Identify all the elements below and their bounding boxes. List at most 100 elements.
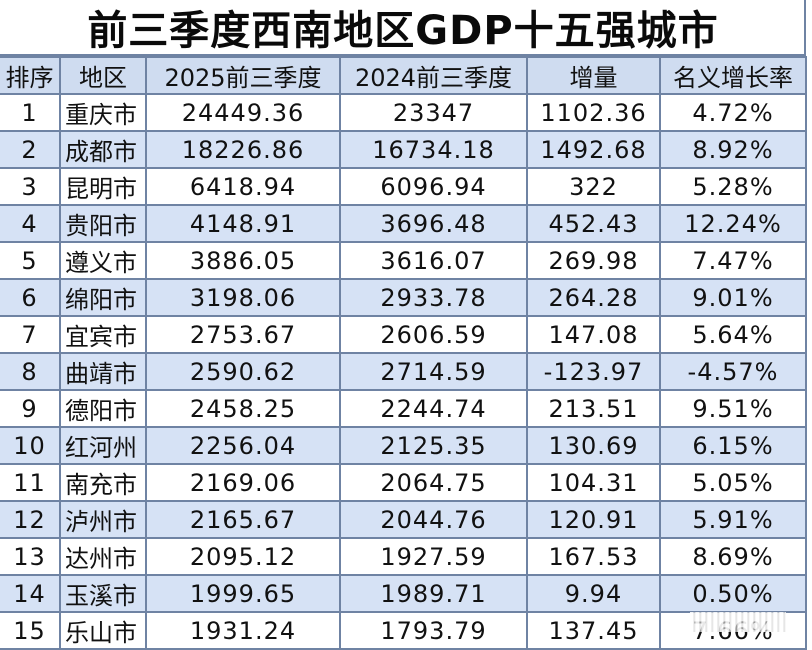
cell-growth: -4.57% — [659, 352, 807, 391]
table-row: 8 曲靖市 2590.62 2714.59 -123.97 -4.57% — [0, 352, 807, 391]
table-row: 12 泸州市 2165.67 2044.76 120.91 5.91% — [0, 500, 807, 539]
cell-2025: 2169.06 — [145, 463, 341, 502]
cell-region: 贵阳市 — [59, 204, 147, 243]
header-2025-q1-q3: 2025前三季度 — [145, 56, 341, 95]
table-row: 10 红河州 2256.04 2125.35 130.69 6.15% — [0, 426, 807, 465]
cell-rank: 11 — [0, 463, 61, 502]
cell-rank: 9 — [0, 389, 61, 428]
cell-increment: 104.31 — [526, 463, 661, 502]
cell-growth: 7.66% — [659, 611, 807, 650]
cell-2025: 1931.24 — [145, 611, 341, 650]
cell-2025: 2256.04 — [145, 426, 341, 465]
cell-growth: 0.50% — [659, 574, 807, 613]
cell-rank: 10 — [0, 426, 61, 465]
cell-increment: 269.98 — [526, 241, 661, 280]
cell-2024: 1989.71 — [339, 574, 528, 613]
table-row: 11 南充市 2169.06 2064.75 104.31 5.05% — [0, 463, 807, 502]
cell-2024: 2244.74 — [339, 389, 528, 428]
table-title: 前三季度西南地区GDP十五强城市 — [0, 0, 806, 56]
cell-rank: 12 — [0, 500, 61, 539]
cell-2025: 3886.05 — [145, 241, 341, 280]
cell-2025: 2753.67 — [145, 315, 341, 354]
cell-2024: 2064.75 — [339, 463, 528, 502]
table-row: 7 宜宾市 2753.67 2606.59 147.08 5.64% — [0, 315, 807, 354]
table-row: 9 德阳市 2458.25 2244.74 213.51 9.51% — [0, 389, 807, 428]
table-row: 13 达州市 2095.12 1927.59 167.53 8.69% — [0, 537, 807, 576]
cell-2024: 2714.59 — [339, 352, 528, 391]
table-row: 15 乐山市 1931.24 1793.79 137.45 7.66% — [0, 611, 807, 650]
cell-2024: 2606.59 — [339, 315, 528, 354]
cell-region: 玉溪市 — [59, 574, 147, 613]
cell-growth: 8.92% — [659, 130, 807, 169]
cell-growth: 12.24% — [659, 204, 807, 243]
cell-growth: 6.15% — [659, 426, 807, 465]
cell-growth: 9.51% — [659, 389, 807, 428]
cell-2024: 23347 — [339, 93, 528, 132]
cell-2025: 6418.94 — [145, 167, 341, 206]
header-region: 地区 — [59, 56, 147, 95]
table-row: 5 遵义市 3886.05 3616.07 269.98 7.47% — [0, 241, 807, 280]
cell-rank: 6 — [0, 278, 61, 317]
cell-2024: 6096.94 — [339, 167, 528, 206]
cell-region: 乐山市 — [59, 611, 147, 650]
cell-growth: 5.91% — [659, 500, 807, 539]
table-row: 2 成都市 18226.86 16734.18 1492.68 8.92% — [0, 130, 807, 169]
cell-region: 德阳市 — [59, 389, 147, 428]
cell-2024: 1927.59 — [339, 537, 528, 576]
gdp-ranking-table: 排序 地区 2025前三季度 2024前三季度 增量 名义增长率 1 重庆市 244… — [0, 56, 807, 650]
cell-region: 重庆市 — [59, 93, 147, 132]
cell-region: 绵阳市 — [59, 278, 147, 317]
cell-increment: 9.94 — [526, 574, 661, 613]
cell-region: 宜宾市 — [59, 315, 147, 354]
cell-rank: 2 — [0, 130, 61, 169]
cell-growth: 5.05% — [659, 463, 807, 502]
table-row: 6 绵阳市 3198.06 2933.78 264.28 9.01% — [0, 278, 807, 317]
cell-2024: 3616.07 — [339, 241, 528, 280]
header-2024-q1-q3: 2024前三季度 — [339, 56, 528, 95]
cell-growth: 4.72% — [659, 93, 807, 132]
cell-2025: 2165.67 — [145, 500, 341, 539]
cell-2025: 24449.36 — [145, 93, 341, 132]
cell-2024: 2125.35 — [339, 426, 528, 465]
cell-rank: 8 — [0, 352, 61, 391]
cell-region: 泸州市 — [59, 500, 147, 539]
cell-growth: 5.28% — [659, 167, 807, 206]
cell-increment: 322 — [526, 167, 661, 206]
cell-region: 昆明市 — [59, 167, 147, 206]
table-row: 4 贵阳市 4148.91 3696.48 452.43 12.24% — [0, 204, 807, 243]
cell-rank: 15 — [0, 611, 61, 650]
cell-increment: 1102.36 — [526, 93, 661, 132]
cell-2025: 18226.86 — [145, 130, 341, 169]
cell-increment: 137.45 — [526, 611, 661, 650]
table-row: 14 玉溪市 1999.65 1989.71 9.94 0.50% — [0, 574, 807, 613]
cell-rank: 3 — [0, 167, 61, 206]
cell-increment: 130.69 — [526, 426, 661, 465]
header-rank: 排序 — [0, 56, 61, 95]
cell-growth: 7.47% — [659, 241, 807, 280]
cell-increment: -123.97 — [526, 352, 661, 391]
cell-growth: 8.69% — [659, 537, 807, 576]
cell-increment: 452.43 — [526, 204, 661, 243]
cell-rank: 13 — [0, 537, 61, 576]
cell-increment: 213.51 — [526, 389, 661, 428]
cell-2024: 2933.78 — [339, 278, 528, 317]
cell-increment: 120.91 — [526, 500, 661, 539]
cell-region: 成都市 — [59, 130, 147, 169]
cell-region: 红河州 — [59, 426, 147, 465]
header-row: 排序 地区 2025前三季度 2024前三季度 增量 名义增长率 — [0, 56, 807, 95]
cell-rank: 5 — [0, 241, 61, 280]
cell-rank: 1 — [0, 93, 61, 132]
header-nominal-growth: 名义增长率 — [659, 56, 807, 95]
cell-rank: 14 — [0, 574, 61, 613]
cell-growth: 9.01% — [659, 278, 807, 317]
cell-2024: 3696.48 — [339, 204, 528, 243]
cell-2025: 2590.62 — [145, 352, 341, 391]
cell-2025: 4148.91 — [145, 204, 341, 243]
table-row: 3 昆明市 6418.94 6096.94 322 5.28% — [0, 167, 807, 206]
cell-2024: 1793.79 — [339, 611, 528, 650]
cell-increment: 147.08 — [526, 315, 661, 354]
cell-2025: 2095.12 — [145, 537, 341, 576]
cell-region: 南充市 — [59, 463, 147, 502]
cell-increment: 167.53 — [526, 537, 661, 576]
